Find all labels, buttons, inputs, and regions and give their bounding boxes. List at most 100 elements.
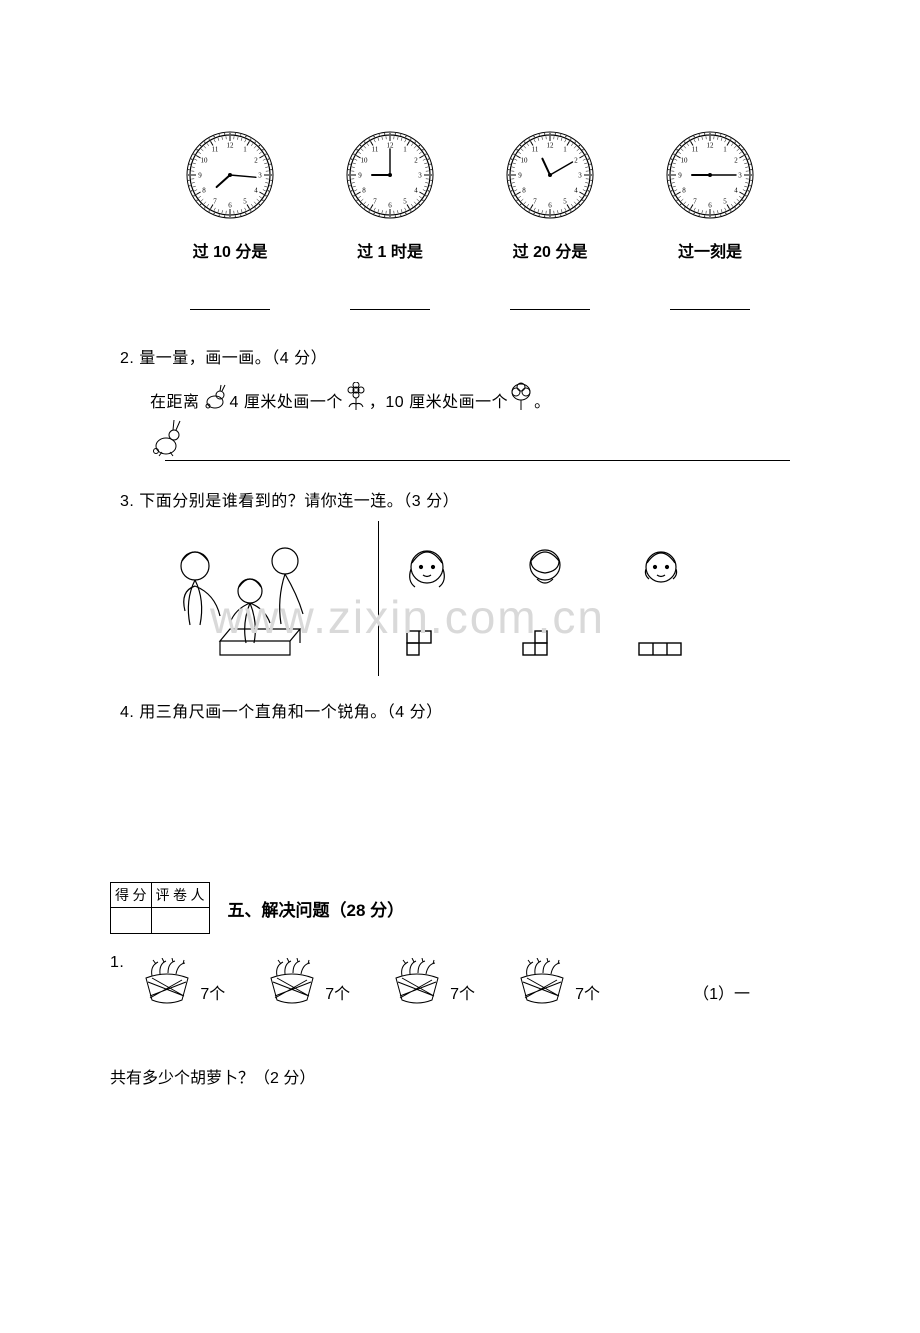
svg-text:1: 1 xyxy=(243,146,247,154)
svg-text:7: 7 xyxy=(213,197,217,205)
clock-1: 123456789101112 xyxy=(185,130,275,220)
svg-text:11: 11 xyxy=(532,146,539,154)
clock-col-1: 123456789101112 过 10 分是 xyxy=(160,130,300,310)
baskets-row: 7个 7个 7个 7个 xyxy=(138,958,600,1004)
q3-row xyxy=(150,521,810,676)
svg-text:8: 8 xyxy=(682,187,686,195)
q5-1-num: 1. xyxy=(110,954,124,972)
q2-text-4: 。 xyxy=(534,388,551,412)
svg-text:5: 5 xyxy=(243,197,247,205)
svg-text:2: 2 xyxy=(414,157,418,165)
svg-text:11: 11 xyxy=(692,146,699,154)
svg-text:1: 1 xyxy=(723,146,727,154)
view-option-3 xyxy=(633,539,689,661)
svg-text:6: 6 xyxy=(228,202,232,210)
clock-4: 123456789101112 xyxy=(665,130,755,220)
basket-2: 7个 xyxy=(263,958,350,1004)
svg-text:5: 5 xyxy=(563,197,567,205)
svg-text:4: 4 xyxy=(414,187,418,195)
svg-text:1: 1 xyxy=(563,146,567,154)
view-option-2 xyxy=(517,539,573,661)
svg-text:6: 6 xyxy=(708,202,712,210)
svg-text:3: 3 xyxy=(578,172,582,180)
boy-back-icon xyxy=(517,539,573,609)
svg-text:4: 4 xyxy=(254,187,258,195)
svg-text:10: 10 xyxy=(681,157,689,165)
svg-text:10: 10 xyxy=(521,157,529,165)
clock-3: 123456789101112 xyxy=(505,130,595,220)
svg-text:4: 4 xyxy=(574,187,578,195)
svg-text:2: 2 xyxy=(254,157,258,165)
clock-col-4: 123456789101112 过一刻是 xyxy=(640,130,780,310)
q5-1-right-tag: （1）一 xyxy=(693,980,750,1004)
basket-label: 7个 xyxy=(325,980,350,1004)
svg-text:12: 12 xyxy=(707,142,715,150)
q5-1-sub: 共有多少个胡萝卜？（2 分） xyxy=(110,1064,810,1088)
section5-title: 五、解决问题（28 分） xyxy=(228,896,405,921)
svg-text:11: 11 xyxy=(372,146,379,154)
score-cell-1 xyxy=(111,908,152,934)
tree-icon xyxy=(508,382,534,412)
answer-blank-1 xyxy=(190,290,270,310)
shape-two-row-icon xyxy=(397,627,441,661)
basket-4: 7个 xyxy=(513,958,600,1004)
score-cell-2 xyxy=(151,908,209,934)
svg-text:4: 4 xyxy=(734,187,738,195)
basket-label: 7个 xyxy=(200,980,225,1004)
svg-text:5: 5 xyxy=(403,197,407,205)
svg-text:3: 3 xyxy=(418,172,422,180)
basket-3: 7个 xyxy=(388,958,475,1004)
boy-head-icon xyxy=(633,539,689,609)
svg-text:9: 9 xyxy=(198,172,202,180)
clock-label-1: 过 10 分是 xyxy=(193,238,268,262)
svg-text:12: 12 xyxy=(227,142,235,150)
svg-text:12: 12 xyxy=(387,142,395,150)
svg-text:1: 1 xyxy=(403,146,407,154)
basket-icon xyxy=(138,958,196,1004)
q5-1-row: 1. 7个 7个 7个 7个 （1）一 xyxy=(110,944,810,1004)
svg-text:10: 10 xyxy=(201,157,209,165)
svg-text:10: 10 xyxy=(361,157,369,165)
svg-text:6: 6 xyxy=(388,202,392,210)
answer-blank-4 xyxy=(670,290,750,310)
svg-text:8: 8 xyxy=(522,187,526,195)
basket-icon xyxy=(388,958,446,1004)
svg-text:5: 5 xyxy=(723,197,727,205)
svg-text:8: 8 xyxy=(202,187,206,195)
girl-head-icon xyxy=(397,539,457,609)
clock-col-3: 123456789101112 过 20 分是 xyxy=(480,130,620,310)
svg-text:9: 9 xyxy=(358,172,362,180)
svg-text:12: 12 xyxy=(547,142,555,150)
q4-heading: 4. 用三角尺画一个直角和一个锐角。（4 分） xyxy=(120,698,810,722)
clock-col-2: 123456789101112 过 1 时是 xyxy=(320,130,460,310)
q2-text-3: ，10 厘米处画一个 xyxy=(369,388,508,412)
q2-body: 在距离 4 厘米处画一个 ，10 厘米处画一个 。 xyxy=(150,382,810,412)
q2-text-2: 4 厘米处画一个 xyxy=(230,388,343,412)
clock-label-3: 过 20 分是 xyxy=(513,238,588,262)
clock-label-2: 过 1 时是 xyxy=(357,238,423,262)
q2-text-1: 在距离 xyxy=(150,388,200,412)
scene-kids-icon xyxy=(150,521,360,676)
svg-text:2: 2 xyxy=(574,157,578,165)
divider-line xyxy=(378,521,379,676)
svg-text:6: 6 xyxy=(548,202,552,210)
q2-rabbit-line xyxy=(150,418,810,458)
basket-1: 7个 xyxy=(138,958,225,1004)
shape-three-row-icon xyxy=(633,639,687,661)
basket-icon xyxy=(513,958,571,1004)
svg-text:3: 3 xyxy=(738,172,742,180)
q3-heading: 3. 下面分别是谁看到的？请你连一连。（3 分） xyxy=(120,487,810,511)
svg-text:11: 11 xyxy=(212,146,219,154)
rabbit-icon xyxy=(150,418,186,458)
q2-baseline xyxy=(165,460,790,461)
view-option-1 xyxy=(397,539,457,661)
svg-text:9: 9 xyxy=(518,172,522,180)
shape-l-icon xyxy=(517,627,557,661)
svg-text:7: 7 xyxy=(373,197,377,205)
score-h2: 评 卷 人 xyxy=(151,883,209,908)
rabbit-icon-inline xyxy=(200,384,230,412)
svg-text:7: 7 xyxy=(533,197,537,205)
flower-icon xyxy=(343,382,369,412)
score-h1: 得 分 xyxy=(111,883,152,908)
score-table: 得 分评 卷 人 xyxy=(110,882,210,934)
